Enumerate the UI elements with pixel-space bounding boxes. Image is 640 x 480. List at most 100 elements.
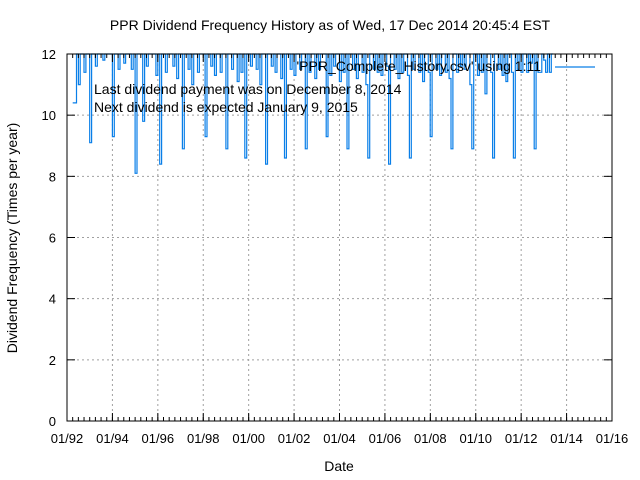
x-tick-label: 01/02 <box>278 431 311 446</box>
data-point <box>472 148 473 149</box>
data-point <box>381 75 382 76</box>
x-tick-label: 01/00 <box>232 431 265 446</box>
data-point <box>232 69 233 70</box>
data-point <box>73 102 74 103</box>
y-tick-label: 4 <box>49 292 56 307</box>
y-axis-title: Dividend Frequency (Times per year) <box>4 123 20 354</box>
data-point <box>431 136 432 137</box>
data-point <box>281 78 282 79</box>
y-tick-label: 2 <box>49 353 56 368</box>
data-point <box>347 148 348 149</box>
data-point <box>75 102 76 103</box>
data-point <box>546 72 547 73</box>
x-tick-label: 01/10 <box>459 431 492 446</box>
data-point <box>221 72 222 73</box>
x-tick-label: 01/98 <box>187 431 220 446</box>
data-point <box>241 72 242 73</box>
data-point <box>198 72 199 73</box>
data-point <box>408 75 409 76</box>
legend-label: 'PPR_Complete_History.csv' using 1:11 <box>297 58 542 74</box>
data-point <box>535 148 536 149</box>
data-point <box>215 75 216 76</box>
data-point <box>440 75 441 76</box>
data-point <box>257 69 258 70</box>
x-tick-label: 01/12 <box>505 431 538 446</box>
data-point <box>79 84 80 85</box>
annotation-next-dividend: Next dividend is expected January 9, 201… <box>94 99 358 115</box>
data-point <box>506 81 507 82</box>
y-tick-label: 10 <box>42 108 56 123</box>
y-tick-label: 6 <box>49 231 56 246</box>
data-point <box>211 66 212 67</box>
data-point <box>410 157 411 158</box>
data-point <box>478 75 479 76</box>
data-point <box>294 75 295 76</box>
data-point <box>306 148 307 149</box>
legend: 'PPR_Complete_History.csv' using 1:11 <box>297 58 595 74</box>
data-point <box>226 148 227 149</box>
x-tick-label: 01/08 <box>414 431 447 446</box>
data-point <box>143 121 144 122</box>
data-point <box>156 75 157 76</box>
data-point <box>132 69 133 70</box>
data-point <box>245 157 246 158</box>
data-point <box>188 69 189 70</box>
data-point <box>398 78 399 79</box>
data-point <box>368 157 369 158</box>
x-tick-label: 01/94 <box>96 431 129 446</box>
data-point <box>272 66 273 67</box>
data-point <box>470 84 471 85</box>
data-point <box>124 63 125 64</box>
data-point <box>183 148 184 149</box>
data-point <box>285 157 286 158</box>
data-point <box>450 78 451 79</box>
grid-lines <box>67 54 612 421</box>
data-point <box>550 72 551 73</box>
y-tick-label: 12 <box>42 47 56 62</box>
data-point <box>160 164 161 165</box>
data-point <box>357 78 358 79</box>
x-tick-label: 01/04 <box>323 431 356 446</box>
data-point <box>315 78 316 79</box>
data-point <box>485 93 486 94</box>
data-point <box>275 72 276 73</box>
chart-title: PPR Dividend Frequency History as of Wed… <box>110 17 551 33</box>
data-point <box>544 60 545 61</box>
data-point <box>135 173 136 174</box>
data-point <box>493 157 494 158</box>
annotation-last-dividend: Last dividend payment was on December 8,… <box>94 81 402 97</box>
data-point <box>251 66 252 67</box>
x-tick-label: 01/06 <box>369 431 402 446</box>
data-point <box>451 148 452 149</box>
data-point <box>113 136 114 137</box>
x-tick-label: 01/96 <box>142 431 175 446</box>
axis-ticks <box>66 53 613 422</box>
data-point <box>514 157 515 158</box>
data-point <box>205 136 206 137</box>
data-point <box>90 142 91 143</box>
x-tick-label: 01/14 <box>550 431 583 446</box>
data-point <box>291 69 292 70</box>
y-tick-label: 0 <box>49 414 56 429</box>
data-point <box>103 60 104 61</box>
y-tick-labels: 0 2 4 6 8 10 12 <box>42 47 56 429</box>
data-point <box>173 66 174 67</box>
data-point <box>147 66 148 67</box>
x-tick-label: 01/16 <box>596 431 629 446</box>
data-point <box>166 72 167 73</box>
data-point <box>266 164 267 165</box>
data-point <box>330 75 331 76</box>
data-point <box>502 75 503 76</box>
data-point <box>177 78 178 79</box>
data-point <box>118 69 119 70</box>
data-point <box>423 81 424 82</box>
x-axis-title: Date <box>324 458 354 474</box>
data-point <box>84 72 85 73</box>
data-point <box>389 164 390 165</box>
data-point <box>327 136 328 137</box>
data-point <box>96 66 97 67</box>
y-tick-label: 8 <box>49 169 56 184</box>
x-tick-label: 01/92 <box>51 431 84 446</box>
